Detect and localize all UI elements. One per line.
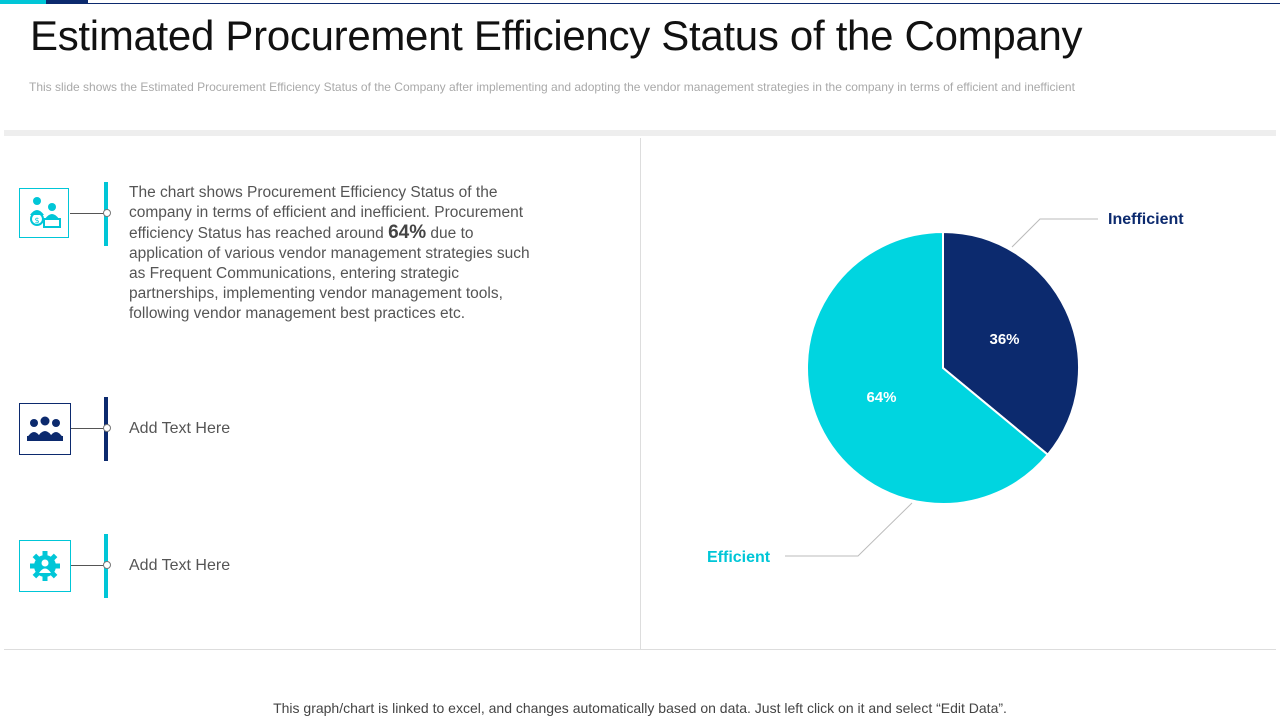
pie-data-label-inefficient: 36% bbox=[990, 331, 1020, 348]
item-2-text: Add Text Here bbox=[129, 420, 231, 437]
description-highlight: 64% bbox=[388, 222, 427, 243]
money-team-icon: $ bbox=[19, 188, 69, 238]
top-accent-cyan bbox=[0, 0, 46, 4]
business-people-icon bbox=[19, 403, 71, 455]
svg-text:$: $ bbox=[34, 216, 39, 225]
pie-slice-efficient bbox=[806, 230, 1050, 505]
category-label-inefficient: Inefficient bbox=[1108, 211, 1184, 228]
item-1-node bbox=[103, 209, 111, 217]
item-3-text: Add Text Here bbox=[129, 557, 231, 574]
gear-person-icon bbox=[19, 540, 71, 592]
item-3-node bbox=[103, 561, 111, 569]
callout-line-inefficient bbox=[1011, 218, 1098, 248]
description-text-after: due to application of various vendor man… bbox=[129, 225, 530, 322]
top-rule bbox=[0, 3, 1280, 4]
top-accent-navy bbox=[46, 0, 88, 4]
item-2-connector bbox=[71, 428, 107, 429]
category-label-efficient: Efficient bbox=[707, 549, 771, 566]
column-divider bbox=[640, 138, 641, 650]
header-divider bbox=[4, 130, 1276, 136]
item-1-connector bbox=[70, 213, 107, 214]
item-3-connector bbox=[71, 565, 107, 566]
callout-line-efficient bbox=[785, 502, 913, 557]
description-text-before: The chart shows Procurement Efficiency S… bbox=[129, 184, 524, 242]
footer-divider bbox=[4, 649, 1276, 650]
page-title: Estimated Procurement Efficiency Status … bbox=[30, 12, 1083, 59]
footer-note: This graph/chart is linked to excel, and… bbox=[273, 700, 1007, 716]
pie-data-label-efficient: 64% bbox=[866, 389, 896, 406]
item-2-node bbox=[103, 424, 111, 432]
chart-description: The chart shows Procurement Efficiency S… bbox=[129, 183, 549, 324]
page-subtitle: This slide shows the Estimated Procureme… bbox=[29, 80, 1075, 94]
pie-slice-inefficient bbox=[942, 230, 1080, 457]
